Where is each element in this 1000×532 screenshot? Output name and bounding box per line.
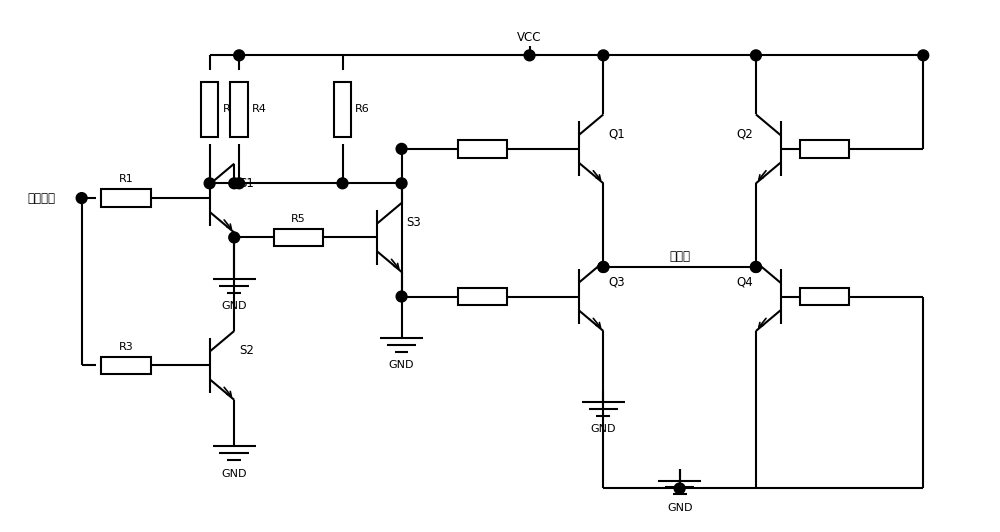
Bar <box>230 82 248 137</box>
Circle shape <box>229 232 240 243</box>
Text: Q3: Q3 <box>608 275 625 288</box>
Circle shape <box>598 262 609 272</box>
Bar <box>101 189 151 207</box>
Text: GND: GND <box>667 503 692 513</box>
Circle shape <box>598 50 609 61</box>
Bar <box>458 140 507 157</box>
Bar <box>800 140 849 157</box>
Text: GND: GND <box>591 425 616 435</box>
Text: GND: GND <box>221 302 247 311</box>
Circle shape <box>598 262 609 272</box>
Text: R5: R5 <box>291 214 306 223</box>
Circle shape <box>396 144 407 154</box>
Text: GND: GND <box>221 469 247 479</box>
Text: 控制信号: 控制信号 <box>28 192 56 205</box>
Text: Q1: Q1 <box>608 128 625 140</box>
Text: VCC: VCC <box>517 30 542 44</box>
Circle shape <box>76 193 87 204</box>
Text: 输出端: 输出端 <box>669 250 690 263</box>
Circle shape <box>396 178 407 189</box>
Circle shape <box>204 178 215 189</box>
Circle shape <box>396 291 407 302</box>
Circle shape <box>751 262 761 272</box>
Bar <box>201 82 218 137</box>
Text: R6: R6 <box>355 104 370 114</box>
Circle shape <box>234 178 245 189</box>
Circle shape <box>751 262 761 272</box>
Text: Q2: Q2 <box>736 128 753 140</box>
Bar <box>334 82 351 137</box>
Circle shape <box>234 50 245 61</box>
Text: S1: S1 <box>239 177 254 190</box>
Bar <box>101 356 151 375</box>
Text: R3: R3 <box>119 342 133 352</box>
Bar <box>800 288 849 305</box>
Circle shape <box>918 50 929 61</box>
Circle shape <box>524 50 535 61</box>
Bar <box>274 229 323 246</box>
Text: S3: S3 <box>406 216 421 229</box>
Text: GND: GND <box>389 361 414 370</box>
Circle shape <box>337 178 348 189</box>
Circle shape <box>751 50 761 61</box>
Text: Q4: Q4 <box>736 275 753 288</box>
Text: R1: R1 <box>119 174 133 184</box>
Bar <box>458 288 507 305</box>
Circle shape <box>674 483 685 494</box>
Text: R4: R4 <box>252 104 267 114</box>
Text: R2: R2 <box>222 104 237 114</box>
Text: S2: S2 <box>239 344 254 357</box>
Circle shape <box>229 178 240 189</box>
